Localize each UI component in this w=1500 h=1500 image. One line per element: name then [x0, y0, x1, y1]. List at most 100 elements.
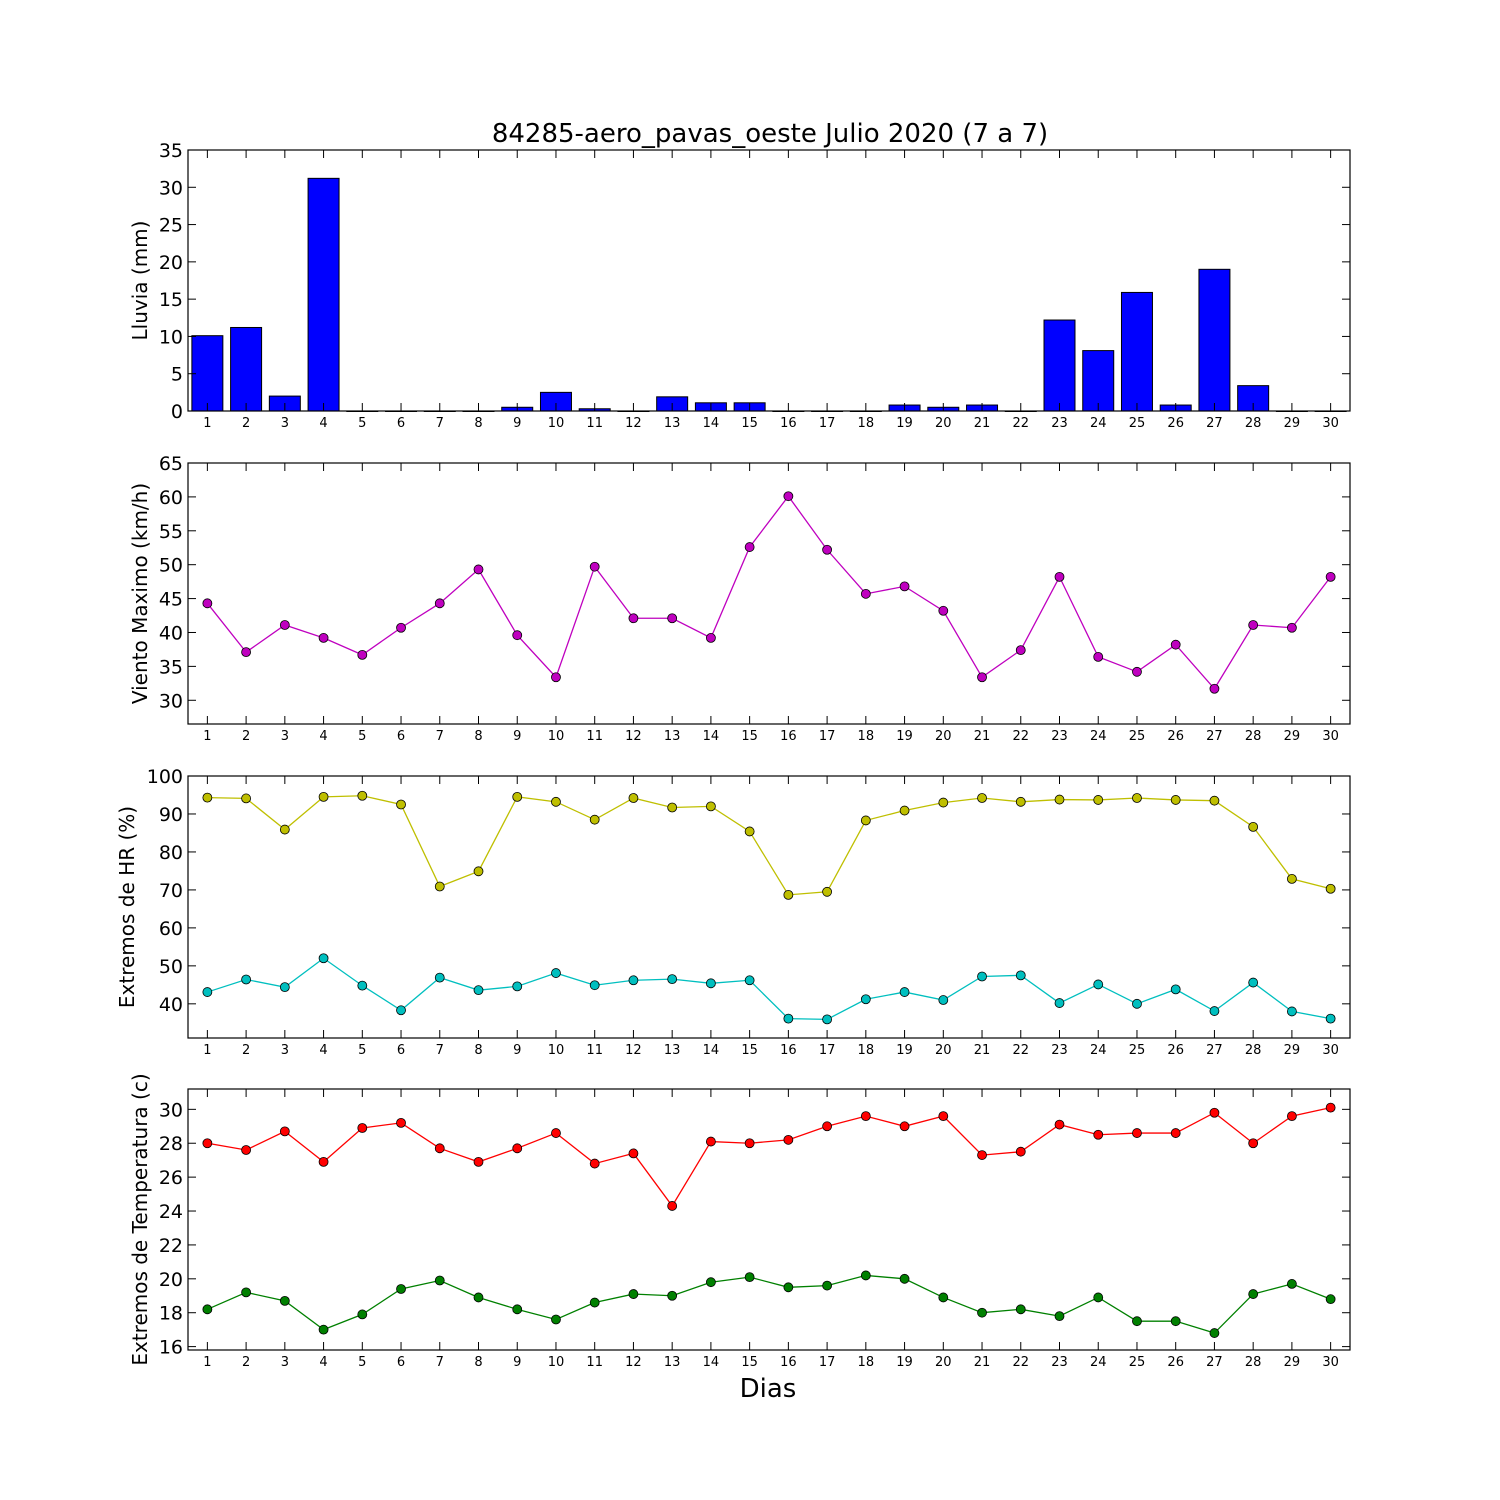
temperature-panel-series-2-point-day-23 [1054, 1311, 1065, 1322]
temperature-panel-series-1-point-day-15 [744, 1138, 755, 1149]
temperature-panel-series-2-point-day-14 [706, 1277, 716, 1288]
x-tick-label: 23 [1051, 1355, 1068, 1370]
x-tick-label: 6 [397, 416, 405, 431]
y-tick-label: 10 [159, 326, 183, 348]
x-tick-label: 27 [1206, 1355, 1223, 1370]
y-tick-label: 50 [159, 956, 183, 978]
y-tick-label: 55 [159, 521, 183, 543]
x-tick-label: 29 [1284, 416, 1301, 431]
x-tick-label: 2 [242, 416, 250, 431]
x-tick-label: 3 [281, 729, 289, 744]
x-tick-label: 14 [703, 729, 720, 744]
x-tick-label: 17 [819, 1043, 836, 1058]
x-tick-label: 12 [625, 1043, 642, 1058]
rain-bar-day-25 [1120, 291, 1153, 412]
y-tick-label: 45 [159, 589, 183, 611]
wind-panel-series-1-point-day-6 [396, 622, 406, 633]
x-tick-label: 17 [819, 729, 836, 744]
humidity-panel-series-2-point-day-9 [512, 981, 523, 992]
humidity-panel-series-2-point-day-23 [1054, 998, 1065, 1008]
temperature-panel-series-1-point-day-26 [1170, 1128, 1181, 1138]
wind-panel-y-axis-label: Viento Maximo (km/h) [128, 483, 152, 704]
x-tick-label: 13 [664, 729, 681, 744]
x-tick-label: 18 [858, 1043, 875, 1058]
y-tick-label: 90 [159, 804, 183, 826]
y-tick-label: 22 [159, 1235, 183, 1257]
humidity-panel-y-axis-label: Extremos de HR (%) [115, 806, 139, 1008]
y-tick-label: 40 [159, 994, 183, 1016]
x-tick-label: 20 [935, 416, 952, 431]
x-tick-label: 4 [319, 729, 327, 744]
temperature-panel-series-1-point-day-19 [899, 1121, 910, 1132]
x-tick-label: 10 [548, 729, 565, 744]
humidity-panel-series-2-point-day-14 [706, 978, 716, 989]
x-tick-label: 19 [896, 1355, 913, 1370]
x-tick-label: 2 [242, 1355, 250, 1370]
humidity-panel-series-2-point-day-8 [473, 985, 484, 996]
wind-panel-series-1-point-day-17 [822, 544, 832, 555]
x-tick-label: 19 [896, 729, 913, 744]
temperature-panel-series-1-point-day-12 [628, 1148, 639, 1159]
x-tick-label: 8 [474, 729, 482, 744]
temperature-panel-series-2-point-day-20 [938, 1292, 949, 1303]
temperature-panel-series-1-point-day-18 [860, 1111, 871, 1122]
wind-panel-series-1-point-day-18 [860, 588, 871, 599]
humidity-panel-series-1-point-day-27 [1209, 795, 1220, 806]
temperature-panel-series-2-point-day-29 [1287, 1279, 1297, 1289]
temperature-panel-series-2-point-day-22 [1015, 1304, 1026, 1315]
humidity-panel-series-2-point-day-22 [1015, 970, 1026, 981]
temperature-panel-series-1-point-day-25 [1132, 1128, 1142, 1138]
x-tick-label: 28 [1245, 729, 1262, 744]
x-tick-label: 3 [281, 416, 289, 431]
x-tick-label: 17 [819, 1355, 836, 1370]
wind-panel-series-1-point-day-26 [1170, 639, 1181, 650]
x-tick-label: 25 [1129, 1043, 1146, 1058]
x-tick-label: 11 [586, 1043, 603, 1058]
humidity-panel-series-1-point-day-19 [899, 805, 910, 816]
x-tick-label: 1 [203, 416, 211, 431]
temperature-panel-series-2-line [207, 1274, 1331, 1334]
humidity-panel-series-1-point-day-13 [667, 802, 678, 813]
x-tick-label: 26 [1167, 1355, 1184, 1370]
x-tick-label: 20 [935, 1355, 952, 1370]
wind-panel-series-1-point-day-9 [512, 630, 523, 641]
x-tick-label: 13 [664, 1355, 681, 1370]
temperature-panel-series-2-point-day-10 [551, 1314, 561, 1325]
rain-bar-day-2 [230, 326, 263, 412]
x-tick-label: 16 [780, 729, 797, 744]
temperature-panel-series-1-point-day-9 [512, 1143, 523, 1154]
wind-panel-series-1-point-day-16 [783, 491, 794, 502]
humidity-panel-series-1-point-day-1 [202, 792, 213, 803]
temperature-panel-series-1-point-day-8 [473, 1156, 484, 1167]
x-tick-label: 24 [1090, 416, 1107, 431]
x-tick-label: 30 [1322, 416, 1339, 431]
y-tick-label: 35 [159, 656, 183, 678]
humidity-panel-series-2-point-day-6 [396, 1005, 406, 1016]
temperature-panel-series-1-point-day-1 [202, 1138, 213, 1149]
x-tick-label: 16 [780, 1355, 797, 1370]
y-tick-label: 25 [159, 215, 183, 237]
y-tick-label: 50 [159, 555, 183, 577]
x-tick-label: 1 [203, 729, 211, 744]
x-tick-label: 21 [974, 416, 991, 431]
humidity-panel-series-2-point-day-17 [822, 1014, 832, 1025]
rain-bar-day-27 [1198, 268, 1231, 412]
x-tick-label: 18 [858, 1355, 875, 1370]
y-tick-label: 30 [159, 690, 183, 712]
humidity-panel-series-2-point-day-25 [1132, 998, 1142, 1009]
humidity-panel-series-2-point-day-7 [434, 972, 445, 983]
temperature-panel-series-2-point-day-4 [318, 1324, 329, 1335]
x-tick-label: 30 [1322, 1043, 1339, 1058]
x-tick-label: 12 [625, 1355, 642, 1370]
wind-panel-series-1-point-day-12 [628, 613, 639, 624]
x-tick-label: 12 [625, 729, 642, 744]
temperature-panel-series-1-point-day-11 [589, 1158, 600, 1169]
y-tick-label: 80 [159, 842, 183, 864]
x-tick-label: 10 [548, 1355, 565, 1370]
x-tick-label: 3 [281, 1355, 289, 1370]
rain-bar-day-1 [191, 335, 224, 412]
x-tick-label: 26 [1167, 416, 1184, 431]
wind-panel-series-1-point-day-29 [1287, 622, 1297, 633]
